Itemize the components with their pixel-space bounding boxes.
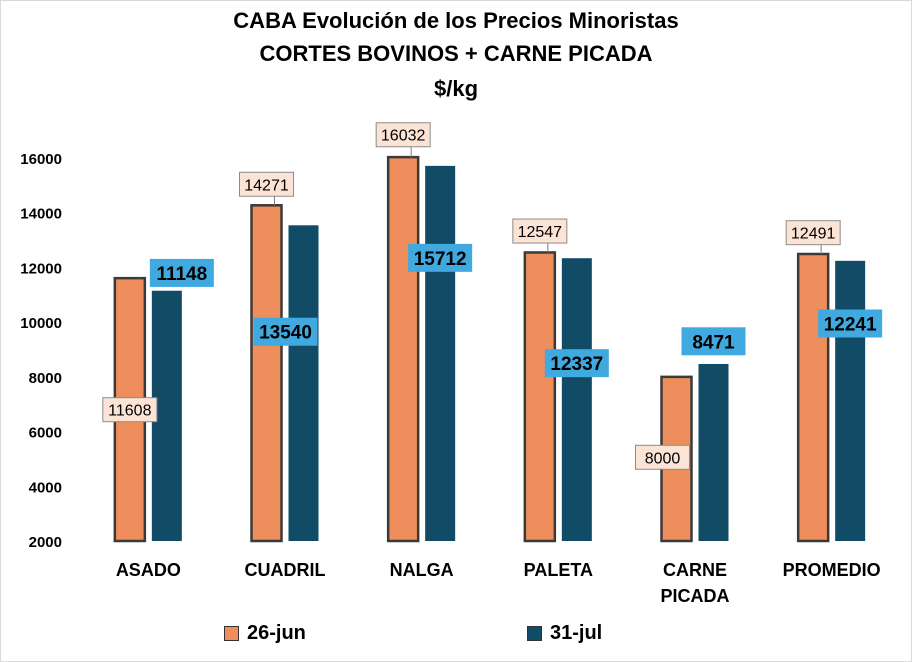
- data-label-26-jun: 16032: [381, 128, 426, 145]
- data-label-26-jun: 14271: [244, 177, 289, 194]
- legend-item-26-jun: 26-jun: [224, 622, 306, 645]
- x-tick-label: CARNE: [663, 560, 727, 580]
- data-label-box-31-jul: [544, 349, 609, 378]
- x-tick-label: ASADO: [116, 560, 181, 580]
- bar-26-jun: [250, 204, 283, 543]
- data-label-box-31-jul: [253, 317, 318, 346]
- y-tick-label: 8000: [29, 370, 62, 387]
- bar-26-jun: [386, 155, 420, 543]
- data-label-31-jul: 12337: [550, 354, 603, 375]
- data-label-31-jul: 15712: [414, 249, 467, 270]
- data-label-box-31-jul: [149, 258, 214, 287]
- bar-31-jul: [425, 165, 456, 542]
- y-tick-label: 4000: [29, 479, 62, 496]
- data-label-box-26-jun: [239, 171, 294, 197]
- x-tick-label: NALGA: [390, 560, 454, 580]
- data-label-26-jun: 12491: [791, 226, 836, 243]
- data-label-box-26-jun: [375, 122, 431, 148]
- bar-31-jul: [288, 225, 319, 541]
- data-label-31-jul: 13540: [259, 323, 312, 344]
- x-tick-label: CUADRIL: [245, 560, 326, 580]
- data-label-box-26-jun: [102, 397, 158, 423]
- data-label-box-31-jul: [818, 309, 883, 338]
- legend-swatch-26-jun: [224, 626, 239, 641]
- y-tick-label: 14000: [20, 206, 62, 223]
- legend-swatch-31-jul: [527, 626, 542, 641]
- chart-title: CABA Evolución de los Precios Minoristas: [233, 8, 679, 33]
- y-tick-label: 6000: [29, 425, 62, 442]
- y-tick-label: 12000: [20, 260, 62, 277]
- legend-item-31-jul: 31-jul: [527, 622, 602, 645]
- x-tick-label: PROMEDIO: [783, 560, 881, 580]
- legend-label-26-jun: 26-jun: [247, 622, 306, 644]
- data-label-31-jul: 12241: [824, 315, 877, 336]
- x-tick-label: PICADA: [660, 586, 729, 606]
- data-label-box-26-jun: [512, 218, 568, 244]
- legend-label-31-jul: 31-jul: [550, 622, 603, 644]
- y-tick-label: 10000: [20, 315, 62, 332]
- bar-26-jun: [523, 251, 557, 543]
- chart-unit-title: $/kg: [433, 76, 479, 101]
- bar-26-jun: [796, 252, 830, 543]
- data-label-box-26-jun: [635, 444, 690, 470]
- data-label-box-26-jun: [785, 220, 841, 246]
- x-tick-label: PALETA: [524, 560, 593, 580]
- data-label-box-31-jul: [681, 327, 746, 356]
- data-label-26-jun: 12547: [518, 224, 563, 241]
- data-label-box-31-jul: [408, 243, 473, 272]
- chart-subtitle: CORTES BOVINOS + CARNE PICADA: [259, 41, 653, 66]
- bar-31-jul: [698, 363, 729, 541]
- bar-31-jul: [561, 258, 592, 541]
- data-label-31-jul: 8471: [692, 332, 735, 353]
- bar-31-jul: [835, 260, 866, 541]
- y-tick-label: 2000: [29, 534, 62, 551]
- data-label-26-jun: 11608: [108, 403, 151, 420]
- data-label-31-jul: 11148: [156, 264, 207, 285]
- data-label-26-jun: 8000: [645, 450, 681, 467]
- y-tick-label: 16000: [20, 151, 62, 168]
